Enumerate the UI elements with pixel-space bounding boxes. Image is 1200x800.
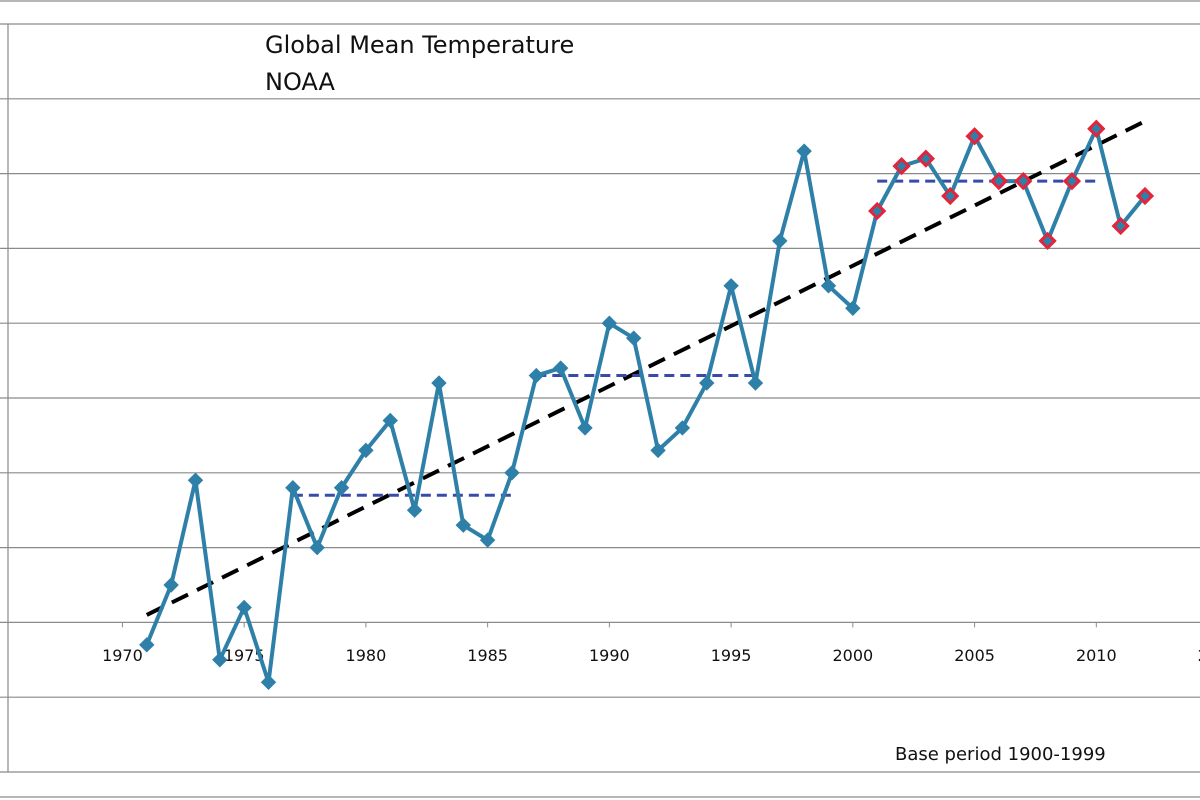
chart-title: Global Mean Temperature [265,31,574,59]
x-tick-label: 1980 [346,646,387,665]
data-point [941,186,960,206]
x-tick-label: 2000 [832,646,873,665]
data-point [892,156,911,176]
data-point [406,502,423,518]
data-point [626,330,642,346]
grid: 1970 1975 1980 1985 1990 1995 2000 2005 2010 2015 [0,23,1200,773]
data-point [528,367,545,384]
data-point [916,149,936,168]
data-point [820,278,837,294]
data-point [309,539,325,556]
trend-line [145,119,1146,617]
chart-subtitle: NOAA [265,68,336,96]
data-point [212,652,228,668]
data-point [333,480,350,496]
plot [139,119,1155,690]
data-point [479,532,496,548]
data-point [1111,216,1130,236]
data-point [504,465,520,481]
data-point [139,637,155,653]
data-point [358,442,374,459]
data-point [285,480,301,496]
data-point [455,517,471,533]
data-point [1135,186,1155,206]
data-point [796,143,812,159]
x-tick-label: 2010 [1076,646,1117,665]
data-point [382,412,398,429]
x-tick-label: 1995 [711,646,752,665]
data-point [989,171,1009,191]
data-point [552,360,569,376]
data-point [236,599,252,616]
annotation: Base period 1900-1999 [895,744,1106,765]
data-point [674,420,691,436]
data-point [772,233,788,249]
data-point [431,375,447,391]
data-point [868,201,887,221]
data-point [577,420,593,436]
x-tick-label: 2015 [1198,646,1200,665]
data-point [260,674,277,690]
data-point [1014,171,1033,191]
data-point [650,442,666,459]
x-tick-label: 2005 [954,646,995,665]
data-point [163,577,179,593]
data-point [601,315,618,331]
data-point [723,278,739,294]
x-tick-label: 1975 [224,646,265,665]
data-point [1038,231,1057,251]
data-point [965,127,984,146]
x-tick-label: 1985 [467,646,508,665]
data-line [144,126,1147,685]
data-point [1087,119,1106,138]
x-tick-label: 1990 [589,646,630,665]
data-point [1062,171,1082,191]
data-point [699,375,715,391]
data-point [747,375,764,391]
x-tick-label: 1970 [102,646,143,665]
data-point [845,300,861,316]
data-point [187,472,204,488]
